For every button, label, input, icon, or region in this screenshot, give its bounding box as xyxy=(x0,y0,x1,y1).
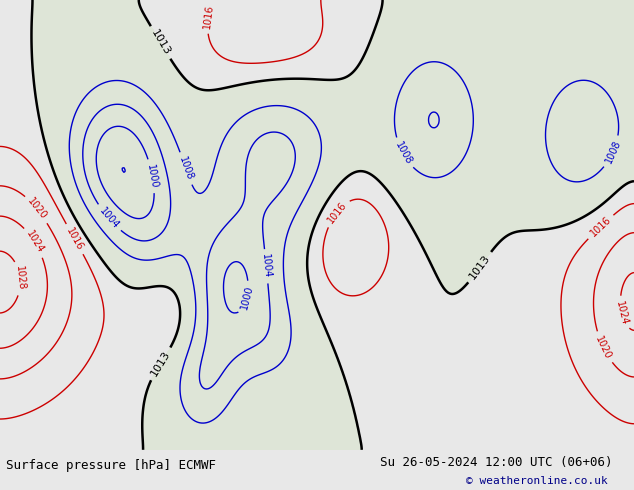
Text: 1016: 1016 xyxy=(202,4,216,29)
Text: 1028: 1028 xyxy=(14,266,26,291)
Text: 1016: 1016 xyxy=(65,226,85,252)
Text: 1013: 1013 xyxy=(467,253,492,282)
Text: 1024: 1024 xyxy=(614,300,630,326)
Text: 1004: 1004 xyxy=(97,206,120,231)
Text: © weatheronline.co.uk: © weatheronline.co.uk xyxy=(466,476,608,486)
Text: Surface pressure [hPa] ECMWF: Surface pressure [hPa] ECMWF xyxy=(6,459,216,471)
Text: 1020: 1020 xyxy=(25,196,49,222)
Text: 1020: 1020 xyxy=(593,334,613,361)
Text: 1000: 1000 xyxy=(240,285,255,311)
Text: 1016: 1016 xyxy=(325,200,348,225)
Text: 1000: 1000 xyxy=(145,163,160,189)
Text: 1008: 1008 xyxy=(392,140,413,167)
Text: 1013: 1013 xyxy=(149,349,172,378)
Text: 1024: 1024 xyxy=(24,229,46,255)
Text: 1008: 1008 xyxy=(177,155,195,182)
Text: 1008: 1008 xyxy=(604,139,623,165)
Text: Su 26-05-2024 12:00 UTC (06+06): Su 26-05-2024 12:00 UTC (06+06) xyxy=(380,456,613,469)
Text: 1016: 1016 xyxy=(588,215,613,239)
Text: 1013: 1013 xyxy=(149,28,172,57)
Text: 1004: 1004 xyxy=(260,254,273,279)
